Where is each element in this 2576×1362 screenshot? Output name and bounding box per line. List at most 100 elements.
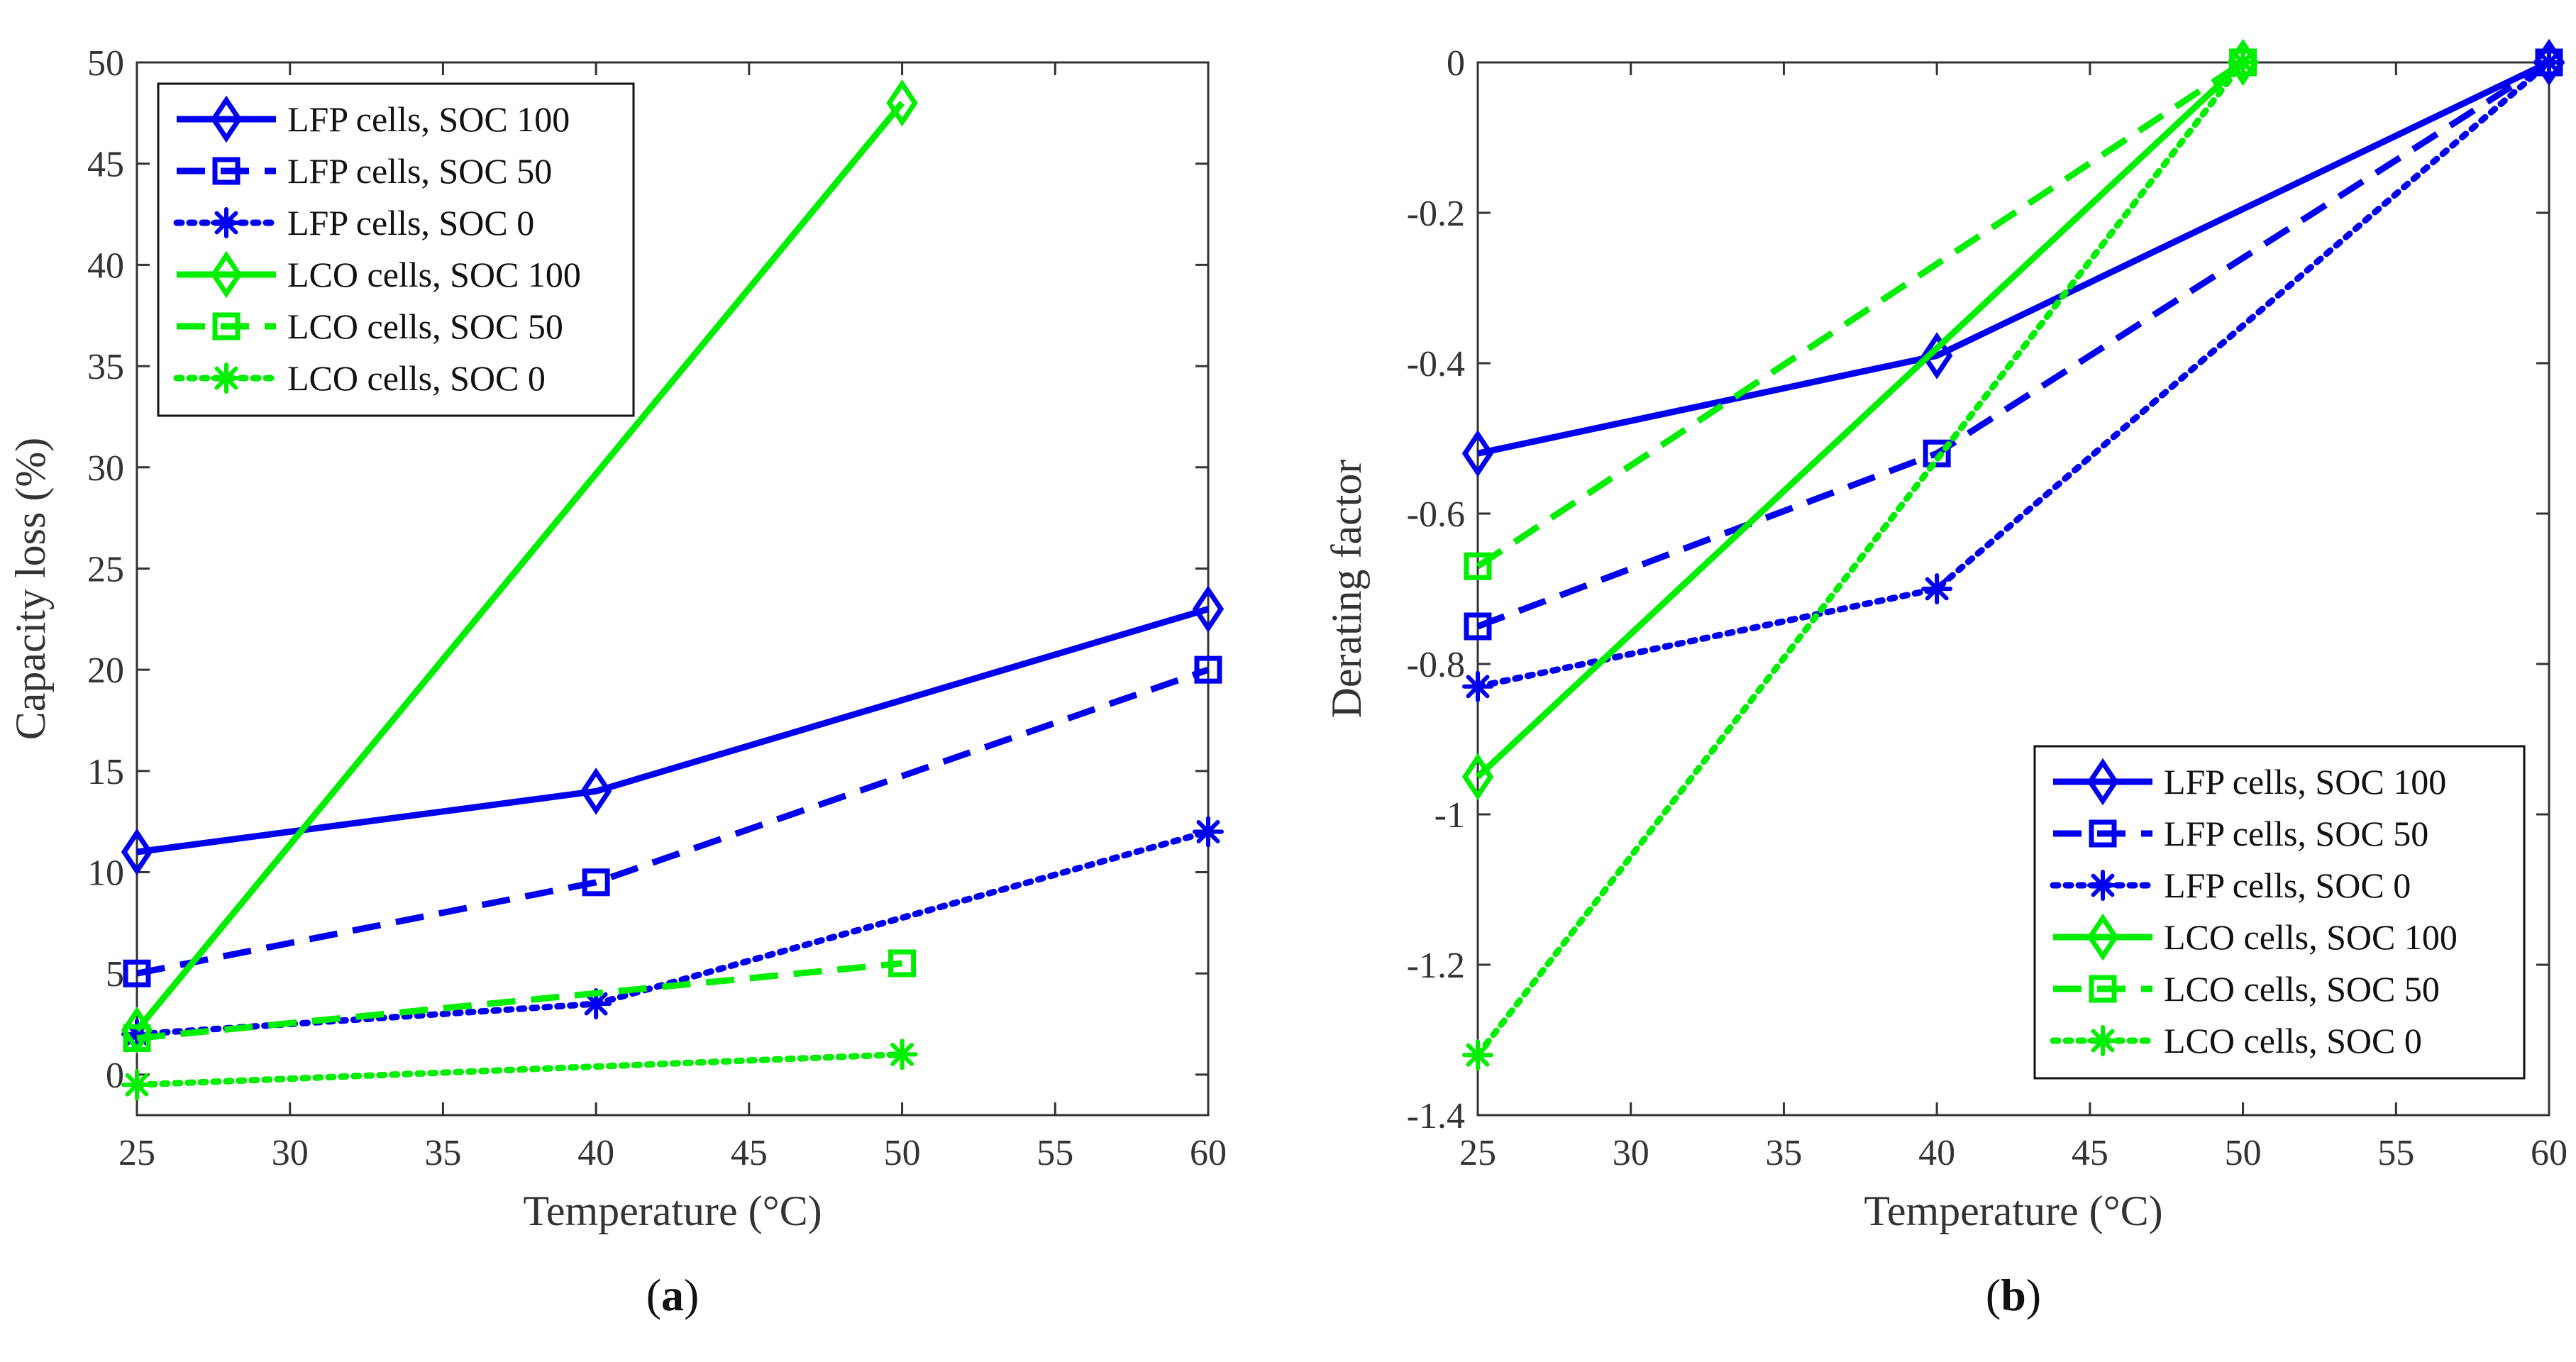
- data-point-marker: [1192, 585, 1225, 633]
- legend-box: [157, 82, 635, 417]
- y-tick-label: 50: [87, 43, 124, 84]
- legend-marker-sample: [210, 95, 243, 143]
- legend-marker-sample: [2087, 870, 2118, 901]
- y-tick-label: -0.6: [1407, 494, 1465, 535]
- data-point-marker: [2227, 47, 2259, 78]
- legend-entry-label: LFP cells, SOC 100: [2164, 762, 2446, 802]
- legend-marker-sample: [2086, 758, 2119, 806]
- series-lfp-cells-soc-100: [121, 585, 1225, 876]
- panel-label-close-paren: ): [684, 1270, 699, 1320]
- data-point-marker: [1464, 612, 1492, 641]
- y-tick-label: 10: [87, 853, 124, 894]
- series-line: [1474, 59, 2247, 1058]
- legend-marker-sample: [212, 157, 241, 185]
- data-point-marker: [582, 868, 610, 897]
- x-tick-label: 50: [884, 1133, 921, 1173]
- y-tick-label: -0.2: [1407, 194, 1465, 234]
- data-point-marker: [888, 949, 917, 978]
- legend-marker-sample: [2087, 1025, 2118, 1056]
- x-tick-label: 55: [2377, 1133, 2414, 1173]
- series-line: [1475, 60, 2245, 780]
- x-tick-label: 50: [2225, 1133, 2262, 1173]
- series-line: [133, 1051, 906, 1088]
- y-tick-label: 5: [106, 954, 124, 995]
- panel-label-letter: a: [661, 1270, 684, 1320]
- data-point-marker: [580, 988, 612, 1020]
- legend-marker-sample: [210, 250, 243, 299]
- data-point-marker: [121, 828, 153, 876]
- x-tick-label: 25: [1459, 1133, 1496, 1173]
- data-point-marker: [1920, 332, 1953, 380]
- data-point-marker: [123, 1024, 151, 1053]
- data-point-marker: [1462, 670, 1493, 702]
- x-tick-label: 35: [424, 1133, 461, 1173]
- data-point-marker: [886, 79, 918, 127]
- y-tick-label: 35: [87, 347, 124, 387]
- data-point-marker: [1461, 429, 1494, 477]
- y-tick-label: 20: [87, 650, 124, 691]
- y-tick-label: 30: [87, 448, 124, 489]
- data-point-marker: [123, 959, 151, 987]
- legend-entry-label: LFP cells, SOC 50: [2164, 814, 2428, 853]
- y-tick-label: -1.2: [1407, 946, 1465, 986]
- x-tick-label: 45: [731, 1133, 768, 1173]
- panel-label-close-paren: ): [2026, 1270, 2041, 1320]
- panel-label-open-paren: (: [1986, 1270, 2001, 1320]
- legend-entry-label: LFP cells, SOC 100: [287, 99, 570, 139]
- legend: LFP cells, SOC 100 LFP cells, SOC 50 LFP c…: [157, 82, 635, 417]
- series-lco-cells-soc-0: [1462, 47, 2259, 1071]
- series-line: [136, 666, 1210, 977]
- series-line: [1477, 59, 2550, 457]
- panel-label: (b): [1986, 1270, 2041, 1320]
- series-line: [1476, 60, 2245, 569]
- x-tick-label: 60: [1190, 1133, 1227, 1173]
- x-tick-label: 60: [2531, 1133, 2567, 1173]
- x-tick-label: 35: [1765, 1133, 1802, 1173]
- y-tick-label: -1: [1435, 795, 1465, 836]
- x-tick-label: 30: [272, 1133, 309, 1173]
- y-tick-label: -0.8: [1407, 645, 1465, 685]
- legend-entry-label: LCO cells, SOC 0: [287, 358, 546, 398]
- legend-marker-sample: [211, 207, 242, 238]
- panel-b-derating-factor-chart: 25 30 35 40 45 50 55 60 0 -0.2 -0.4 -0.6 -0.8 -1 -1.2 -…: [1323, 38, 2567, 1320]
- y-tick-label: -1.4: [1407, 1096, 1465, 1136]
- series-lfp-cells-soc-50: [123, 655, 1222, 987]
- y-tick-label: 0: [106, 1056, 124, 1096]
- x-tick-label: 40: [577, 1133, 614, 1173]
- panel-label-letter: b: [2001, 1270, 2026, 1320]
- legend-entry-label: LCO cells, SOC 50: [2164, 969, 2440, 1009]
- data-point-marker: [1193, 816, 1224, 848]
- legend-entry-label: LFP cells, SOC 0: [287, 203, 534, 243]
- y-axis-title: Capacity loss (%): [7, 438, 54, 741]
- y-tick-label: 45: [87, 145, 124, 185]
- x-tick-label: 45: [2072, 1133, 2108, 1173]
- data-point-marker: [1464, 552, 1492, 580]
- data-point-marker: [1921, 573, 1953, 604]
- y-tick-label: -0.4: [1407, 344, 1465, 384]
- x-axis-title: Temperature (°C): [1864, 1187, 2162, 1234]
- series-line: [134, 101, 905, 1033]
- x-tick-label: 25: [118, 1133, 155, 1173]
- legend-marker-sample: [2086, 913, 2119, 961]
- y-tick-label: 15: [87, 752, 124, 792]
- legend-entry-label: LFP cells, SOC 0: [2164, 865, 2411, 905]
- x-axis-title: Temperature (°C): [523, 1187, 822, 1234]
- data-point-marker: [886, 1039, 918, 1070]
- x-tick-label: 30: [1613, 1133, 1649, 1173]
- panel-label-open-paren: (: [646, 1270, 661, 1320]
- legend-entry-label: LCO cells, SOC 0: [2164, 1021, 2422, 1061]
- data-point-marker: [580, 768, 612, 815]
- data-point-marker: [121, 1069, 153, 1101]
- series-line: [136, 960, 903, 1042]
- series-line: [1476, 60, 2551, 630]
- series-lco-cells-soc-0: [121, 1039, 918, 1101]
- legend-entry-label: LFP cells, SOC 50: [287, 151, 552, 191]
- x-tick-label: 40: [1918, 1133, 1955, 1173]
- legend-entry-label: LCO cells, SOC 100: [287, 255, 581, 294]
- legend-marker-sample: [2089, 975, 2117, 1003]
- data-point-marker: [2533, 47, 2565, 78]
- y-tick-label: 40: [87, 245, 124, 286]
- x-tick-label: 55: [1037, 1133, 1073, 1173]
- legend-entry-label: LCO cells, SOC 100: [2164, 917, 2458, 957]
